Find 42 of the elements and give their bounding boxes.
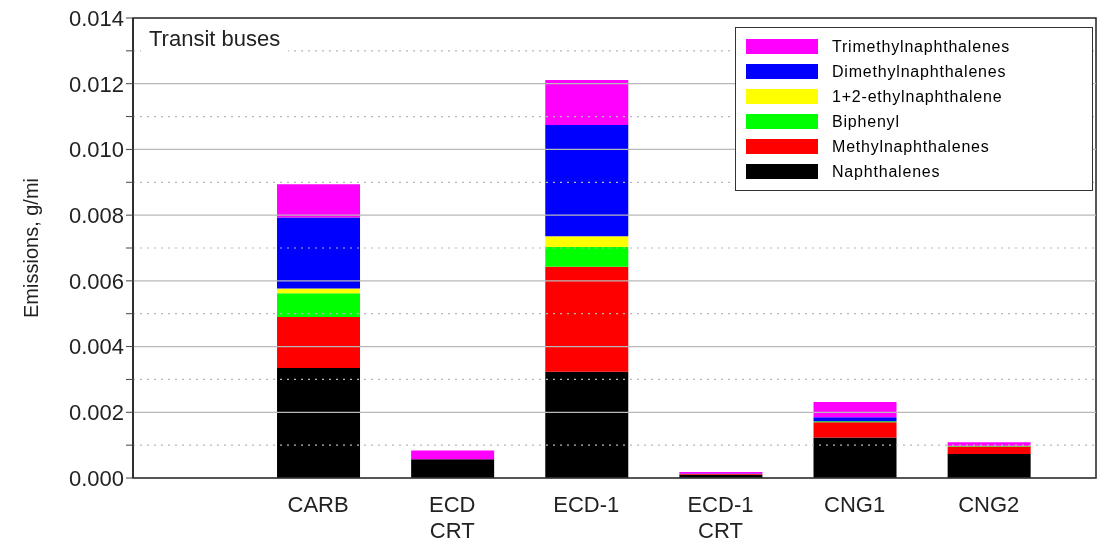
bar xyxy=(545,80,629,126)
bar xyxy=(277,293,361,317)
bar xyxy=(813,437,897,478)
bar xyxy=(277,288,361,294)
bar xyxy=(813,417,897,422)
bar xyxy=(545,125,629,237)
legend-label: Biphenyl xyxy=(832,112,900,131)
y-tick-label: 0.006 xyxy=(68,268,124,294)
bar xyxy=(545,247,629,267)
x-tick-label: CARB xyxy=(287,492,349,517)
legend-label: Methylnaphthalenes xyxy=(832,137,990,156)
y-tick-label: 0.002 xyxy=(68,400,124,426)
y-tick-label: 0.014 xyxy=(68,5,124,31)
x-tick-label: CNG2 xyxy=(958,492,1020,517)
bar xyxy=(947,454,1031,478)
y-tick-label: 0.008 xyxy=(68,202,124,228)
legend-label: Dimethylnaphthalenes xyxy=(832,62,1007,81)
bar xyxy=(545,266,629,372)
bar xyxy=(277,217,361,289)
y-tick-label: 0.004 xyxy=(68,334,124,360)
bar xyxy=(813,422,897,438)
x-tick-label: ECD-1 xyxy=(553,492,620,517)
bar xyxy=(545,236,629,248)
bar xyxy=(277,317,361,368)
x-tick-label: CNG1 xyxy=(824,492,886,517)
y-tick-label: 0.010 xyxy=(68,137,124,163)
bar xyxy=(277,184,361,218)
bar xyxy=(411,450,495,460)
legend-label: Trimethylnaphthalenes xyxy=(832,37,1011,56)
x-tick-label: ECD CRT xyxy=(428,492,476,543)
x-tick-label: ECD-1 CRT xyxy=(687,492,754,543)
y-axis-title: Emissions, g/mi xyxy=(20,177,43,318)
chart-title: Transit buses xyxy=(141,22,289,56)
y-tick-label: 0.000 xyxy=(68,465,124,491)
bar xyxy=(947,446,1031,455)
bar xyxy=(411,459,495,478)
y-tick-label: 0.012 xyxy=(68,71,124,97)
legend-label: Naphthalenes xyxy=(832,162,941,181)
bar xyxy=(277,367,361,478)
bar xyxy=(545,371,629,478)
bar xyxy=(813,402,897,418)
legend-label: 1+2-ethylnaphthalene xyxy=(832,87,1003,106)
